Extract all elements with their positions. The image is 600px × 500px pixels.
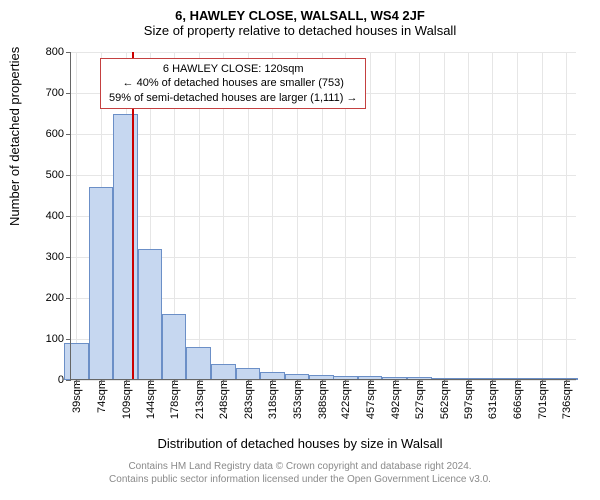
y-axis-label: Number of detached properties: [7, 206, 22, 226]
x-axis-line: [70, 379, 576, 380]
gridline-v: [444, 52, 445, 380]
x-tick-label: 457sqm: [363, 380, 377, 419]
x-tick-label: 109sqm: [119, 380, 133, 419]
gridline-v: [542, 52, 543, 380]
title-main: 6, HAWLEY CLOSE, WALSALL, WS4 2JF: [10, 8, 590, 23]
x-tick-mark: [322, 380, 323, 385]
x-tick-mark: [174, 380, 175, 385]
gridline-v: [468, 52, 469, 380]
gridline-v: [370, 52, 371, 380]
x-tick-label: 492sqm: [388, 380, 402, 419]
x-tick-label: 144sqm: [143, 380, 157, 419]
y-tick-label: 400: [46, 210, 70, 222]
plot-area: 010020030040050060070080039sqm74sqm109sq…: [70, 52, 576, 380]
x-tick-mark: [223, 380, 224, 385]
y-tick-label: 700: [46, 87, 70, 99]
x-tick-mark: [370, 380, 371, 385]
y-tick-label: 500: [46, 169, 70, 181]
gridline-v: [419, 52, 420, 380]
histogram-bar: [211, 364, 236, 380]
x-tick-label: 631sqm: [485, 380, 499, 419]
x-tick-label: 248sqm: [216, 380, 230, 419]
x-tick-mark: [517, 380, 518, 385]
gridline-h: [70, 52, 576, 53]
gridline-v: [566, 52, 567, 380]
gridline-h: [70, 134, 576, 135]
annotation-line: ← 40% of detached houses are smaller (75…: [109, 76, 357, 90]
title-sub: Size of property relative to detached ho…: [10, 23, 590, 38]
x-tick-mark: [492, 380, 493, 385]
x-tick-mark: [76, 380, 77, 385]
x-tick-mark: [566, 380, 567, 385]
gridline-v: [395, 52, 396, 380]
histogram-bar: [138, 249, 163, 380]
chart-container: 6, HAWLEY CLOSE, WALSALL, WS4 2JF Size o…: [0, 0, 600, 500]
gridline-v: [492, 52, 493, 380]
x-tick-label: 388sqm: [315, 380, 329, 419]
x-tick-mark: [150, 380, 151, 385]
x-tick-mark: [248, 380, 249, 385]
x-tick-mark: [199, 380, 200, 385]
x-tick-mark: [126, 380, 127, 385]
gridline-v: [76, 52, 77, 380]
x-tick-mark: [272, 380, 273, 385]
annotation-line: 6 HAWLEY CLOSE: 120sqm: [109, 62, 357, 76]
x-tick-mark: [444, 380, 445, 385]
footnote: Contains HM Land Registry data © Crown c…: [0, 460, 600, 486]
x-tick-mark: [101, 380, 102, 385]
gridline-h: [70, 175, 576, 176]
x-tick-mark: [395, 380, 396, 385]
footnote-line2: Contains public sector information licen…: [0, 473, 600, 486]
histogram-bar: [89, 187, 114, 380]
x-tick-label: 422sqm: [338, 380, 352, 419]
x-tick-label: 562sqm: [437, 380, 451, 419]
x-tick-label: 666sqm: [510, 380, 524, 419]
x-tick-label: 527sqm: [412, 380, 426, 419]
annotation-line: 59% of semi-detached houses are larger (…: [109, 91, 357, 105]
x-tick-label: 213sqm: [192, 380, 206, 419]
x-tick-label: 318sqm: [265, 380, 279, 419]
x-tick-label: 283sqm: [241, 380, 255, 419]
x-tick-label: 597sqm: [461, 380, 475, 419]
y-tick-label: 200: [46, 292, 70, 304]
x-tick-mark: [419, 380, 420, 385]
x-tick-label: 178sqm: [167, 380, 181, 419]
footnote-line1: Contains HM Land Registry data © Crown c…: [0, 460, 600, 473]
gridline-h: [70, 216, 576, 217]
y-tick-label: 600: [46, 128, 70, 140]
x-tick-label: 353sqm: [290, 380, 304, 419]
x-tick-mark: [542, 380, 543, 385]
histogram-bar: [186, 347, 211, 380]
x-tick-label: 736sqm: [559, 380, 573, 419]
x-tick-mark: [297, 380, 298, 385]
x-tick-mark: [468, 380, 469, 385]
y-tick-label: 800: [46, 46, 70, 58]
gridline-v: [517, 52, 518, 380]
histogram-bar: [64, 343, 89, 380]
x-tick-mark: [345, 380, 346, 385]
annotation-box: 6 HAWLEY CLOSE: 120sqm← 40% of detached …: [100, 58, 366, 109]
y-axis-line: [70, 52, 71, 380]
histogram-bar: [162, 314, 187, 380]
y-tick-label: 300: [46, 251, 70, 263]
x-axis-label: Distribution of detached houses by size …: [0, 436, 600, 451]
x-tick-label: 701sqm: [535, 380, 549, 419]
